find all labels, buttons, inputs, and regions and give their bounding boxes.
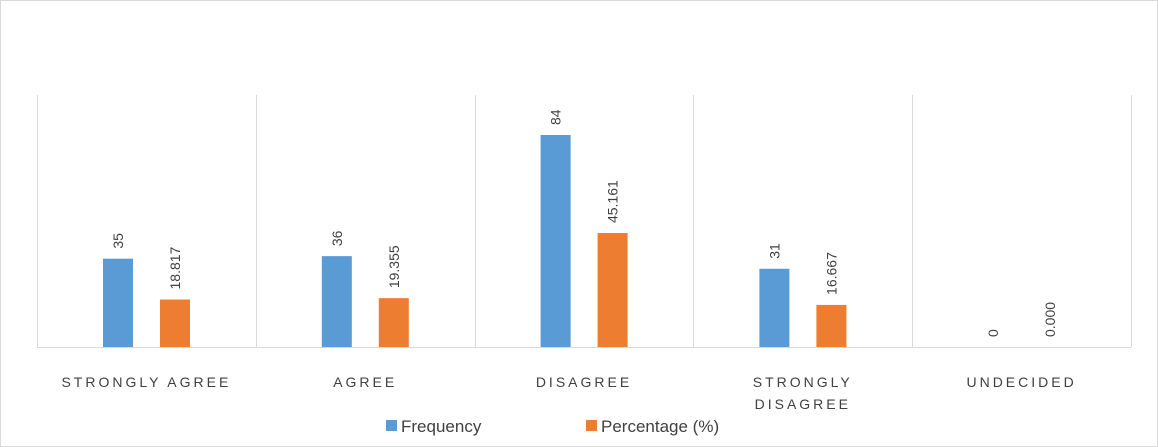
category-label: DISAGREE xyxy=(755,396,851,412)
data-label: 0.000 xyxy=(1042,302,1058,337)
data-label: 19.355 xyxy=(386,245,402,288)
category-label: AGREE xyxy=(333,374,397,390)
data-label: 31 xyxy=(766,243,782,259)
bar-frequency xyxy=(321,256,352,347)
data-labels: 35 18.817 36 19.355 84 45.161 31 16.667 0 0.000 xyxy=(110,109,1058,337)
data-label: 0 xyxy=(985,329,1001,337)
bar-frequency xyxy=(103,258,133,347)
bar-frequency xyxy=(759,268,790,347)
category-label: STRONGLY xyxy=(753,374,853,390)
legend: Frequency Percentage (%) xyxy=(386,417,719,436)
category-label: UNDECIDED xyxy=(966,374,1076,390)
data-label: 84 xyxy=(548,109,564,125)
category-grid xyxy=(37,95,1132,348)
legend-label: Frequency xyxy=(401,417,482,436)
data-label: 18.817 xyxy=(167,246,183,289)
bar-percentage xyxy=(160,299,190,347)
legend-swatch xyxy=(586,420,597,431)
category-labels: STRONGLY AGREE AGREE DISAGREE STRONGLY DISAG… xyxy=(61,374,1076,412)
data-label: 36 xyxy=(329,230,345,246)
data-label: 16.667 xyxy=(823,252,839,295)
category-label: STRONGLY AGREE xyxy=(61,374,231,390)
bar-percentage xyxy=(597,233,628,347)
data-label: 35 xyxy=(110,233,126,249)
bar-percentage xyxy=(378,298,409,347)
bar-percentage xyxy=(816,304,847,347)
category-label: DISAGREE xyxy=(536,374,632,390)
data-label: 45.161 xyxy=(605,180,621,223)
bar-frequency xyxy=(540,135,571,347)
bars xyxy=(103,135,847,347)
legend-label: Percentage (%) xyxy=(601,417,719,436)
legend-swatch xyxy=(386,420,397,431)
